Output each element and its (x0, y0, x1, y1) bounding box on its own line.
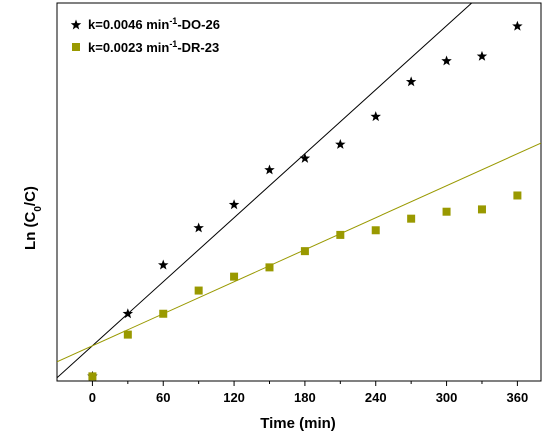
data-point-do26-7 (335, 138, 346, 149)
y-axis-title: Ln (C0/C) (22, 186, 44, 250)
data-point-dr23-2 (159, 309, 168, 318)
plot-area-frame (56, 2, 542, 382)
legend-entry-do26: k=0.0046 min-1-DO-26 (70, 16, 220, 32)
legend-entry-dr23: k=0.0023 min-1-DR-23 (72, 39, 219, 55)
legend-square-icon (72, 43, 80, 51)
data-point-dr23-12 (513, 191, 522, 200)
data-point-do26-2 (158, 259, 169, 270)
data-point-do26-4 (228, 199, 240, 210)
data-point-do26-6 (299, 152, 311, 163)
data-point-do26-12 (512, 20, 523, 31)
data-point-dr23-9 (407, 214, 416, 223)
legend-label-dr23: k=0.0023 min-1-DR-23 (88, 39, 219, 55)
fit-line-do26 (57, 3, 473, 379)
legend: k=0.0046 min-1-DO-26 k=0.0023 min-1-DR-2… (70, 16, 220, 55)
data-point-do26-9 (405, 76, 417, 87)
data-point-do26-8 (370, 111, 381, 122)
x-tick-label-360: 360 (507, 390, 529, 405)
data-point-dr23-1 (123, 330, 132, 339)
data-point-do26-3 (193, 222, 204, 233)
data-point-dr23-7 (336, 230, 345, 239)
data-point-dr23-3 (194, 286, 203, 295)
data-point-do26-11 (476, 50, 488, 61)
data-point-dr23-0 (88, 372, 97, 381)
x-tick-label-60: 60 (156, 390, 170, 405)
data-point-dr23-10 (442, 207, 451, 216)
x-tick-label-300: 300 (436, 390, 458, 405)
legend-star-mark (70, 19, 82, 30)
data-point-do26-1 (122, 308, 134, 319)
x-tick-label-120: 120 (223, 390, 245, 405)
data-point-dr23-5 (265, 263, 274, 272)
legend-square-mark (72, 43, 80, 51)
legend-star-icon (70, 19, 82, 30)
data-point-dr23-8 (371, 226, 380, 235)
x-tick-label-180: 180 (294, 390, 316, 405)
x-tick-label-240: 240 (365, 390, 387, 405)
x-tick-label-0: 0 (89, 390, 96, 405)
data-point-dr23-4 (230, 272, 239, 281)
data-point-do26-10 (441, 55, 452, 66)
data-point-do26-5 (264, 164, 275, 175)
legend-label-do26: k=0.0046 min-1-DO-26 (88, 16, 220, 32)
data-point-dr23-11 (477, 205, 486, 214)
fit-line-dr23 (57, 142, 541, 363)
data-point-dr23-6 (300, 247, 309, 256)
x-axis-title: Time (min) (260, 415, 336, 432)
